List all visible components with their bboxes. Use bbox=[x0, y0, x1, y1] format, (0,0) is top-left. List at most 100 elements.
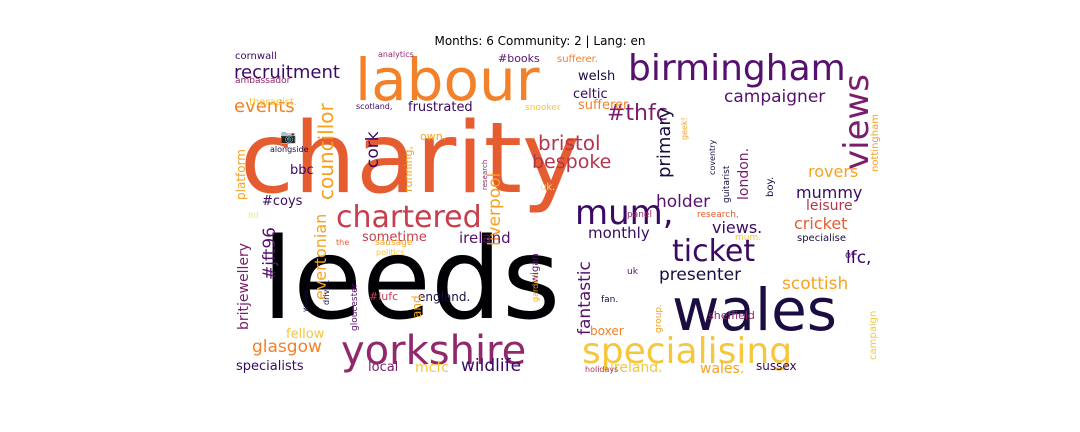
cloud-word-campaigner: campaigner bbox=[724, 87, 825, 107]
cloud-word-holder: holder bbox=[656, 192, 710, 212]
cloud-word-therapist: therapist. bbox=[249, 97, 297, 108]
cloud-word-cornwall: cornwall bbox=[235, 51, 277, 62]
cloud-word-gloucester: gloucester bbox=[350, 283, 360, 331]
cloud-word-welsh: welsh bbox=[578, 69, 615, 84]
cloud-word-geek: geek! bbox=[680, 117, 689, 140]
cloud-word-labour: labour bbox=[355, 46, 540, 114]
cloud-word-own: own. bbox=[420, 130, 446, 143]
cloud-word-cricket: cricket bbox=[794, 214, 847, 233]
cloud-word-sheffield: sheffield bbox=[708, 309, 755, 322]
cloud-word-wildlife: wildlife bbox=[461, 356, 521, 376]
cloud-word-running: running, bbox=[402, 146, 415, 192]
cloud-word-mummy: mummy bbox=[796, 183, 862, 202]
cloud-word-sometime: sometime bbox=[362, 230, 427, 245]
cloud-word-sufferer: sufferer. bbox=[557, 54, 598, 65]
cloud-word-scottish: scottish bbox=[782, 274, 848, 294]
cloud-word-sussex: sussex bbox=[756, 359, 797, 373]
cloud-word-campaign: campaign bbox=[868, 311, 879, 360]
cloud-word-wales: wales bbox=[672, 276, 837, 344]
cloud-word-monthly: monthly bbox=[588, 224, 650, 242]
cloud-word-books: #books bbox=[498, 52, 540, 65]
cloud-word-mum: mum. bbox=[735, 233, 761, 243]
cloud-word-glasgow: glasgow bbox=[252, 337, 322, 357]
cloud-word-cork: cork bbox=[363, 131, 383, 168]
cloud-word-ticket: ticket bbox=[672, 234, 755, 269]
cloud-word-thfc: #thfc bbox=[607, 101, 668, 126]
cloud-word-symbol: 📷 bbox=[280, 130, 296, 145]
cloud-word-nottingham: nottingham bbox=[870, 114, 881, 172]
cloud-word-of: of bbox=[845, 250, 855, 261]
cloud-word-scotland: scotland, bbox=[356, 102, 392, 111]
cloud-word-england: england. bbox=[418, 290, 470, 304]
cloud-word-presenter: presenter bbox=[659, 265, 741, 285]
cloud-word-uk: uk bbox=[627, 267, 639, 277]
cloud-word-specialists: specialists bbox=[236, 359, 304, 374]
cloud-word-bbc: bbc bbox=[290, 163, 314, 178]
cloud-word-primary: primary bbox=[654, 107, 675, 178]
cloud-word-recruitment: recruitment bbox=[234, 62, 340, 83]
cloud-word-garden: garden. bbox=[531, 271, 540, 302]
cloud-word-mum: mum, bbox=[575, 193, 674, 233]
cloud-word-leisure: leisure bbox=[806, 198, 853, 214]
cloud-word-politics: politics bbox=[376, 248, 404, 257]
cloud-word-research: research, bbox=[697, 210, 739, 220]
cloud-word-and: and bbox=[410, 295, 424, 318]
cloud-word-research: research bbox=[481, 160, 489, 190]
cloud-word-yorkshire: yorkshire bbox=[341, 328, 526, 374]
cloud-word-analytics: analytics bbox=[378, 50, 414, 59]
cloud-word-charity: charity bbox=[240, 102, 580, 216]
cloud-word-chartered: chartered bbox=[336, 200, 482, 235]
cloud-word-britjewellery: britjewellery bbox=[236, 243, 252, 330]
cloud-word-snooker: snooker bbox=[525, 103, 561, 113]
cloud-word-coventry: coventry bbox=[708, 140, 717, 175]
cloud-word-jft96: #jft96 bbox=[260, 227, 280, 280]
cloud-word-rovers: rovers bbox=[808, 162, 858, 181]
cloud-word-panel: panel bbox=[627, 210, 652, 220]
cloud-word-events: events bbox=[234, 96, 295, 117]
cloud-word-leeds: leeds bbox=[262, 215, 560, 345]
cloud-word-lfc: lfc, bbox=[846, 248, 871, 268]
cloud-word-celtic: celtic bbox=[573, 87, 608, 102]
cloud-word-specialising: specialising bbox=[582, 331, 792, 372]
cloud-word-mcfc: mcfc bbox=[415, 360, 449, 376]
cloud-word-the: the bbox=[336, 238, 349, 247]
cloud-word-local: local bbox=[368, 360, 398, 375]
cloud-word-fellow: fellow bbox=[286, 327, 325, 342]
cloud-word-sausage: sausage bbox=[375, 238, 413, 248]
cloud-word-councillor: councillor bbox=[314, 103, 338, 200]
cloud-word-boxer: boxer bbox=[590, 324, 624, 338]
cloud-word-fan: fan. bbox=[601, 295, 618, 305]
cloud-word-evertonian: evertonian bbox=[311, 214, 330, 300]
cloud-word-birmingham: birmingham bbox=[628, 48, 846, 89]
cloud-word-views: views bbox=[837, 74, 877, 170]
cloud-word-platform: platform bbox=[234, 149, 248, 200]
cloud-word-group: group. bbox=[654, 304, 664, 333]
cloud-word-driver: driver. bbox=[322, 280, 331, 305]
cloud-word-holidays: holidays bbox=[585, 365, 618, 374]
cloud-word-uk: uk. bbox=[540, 182, 555, 193]
cloud-word-wigan: wigan bbox=[530, 253, 541, 283]
figure-title: Months: 6 Community: 2 | Lang: en bbox=[434, 34, 646, 48]
cloud-word-fantastic: fantastic bbox=[575, 261, 595, 335]
cloud-word-liverpool: liverpool bbox=[485, 173, 505, 246]
cloud-word-specialise: specialise bbox=[797, 233, 846, 244]
cloud-word-ireland: ireland. bbox=[610, 360, 663, 376]
cloud-word-alongside: alongside bbox=[270, 145, 309, 154]
cloud-word-frustrated: frustrated bbox=[408, 100, 473, 115]
cloud-word-guitarist: guitarist bbox=[722, 165, 732, 203]
cloud-word-views: views. bbox=[712, 218, 762, 237]
cloud-word-ltd: ltd bbox=[248, 211, 258, 220]
cloud-word-ambassador: ambassador bbox=[235, 76, 291, 86]
cloud-word-lufc: #lufc bbox=[369, 290, 398, 303]
cloud-word-coys: #coys bbox=[262, 194, 303, 209]
cloud-word-bespoke: bespoke bbox=[532, 151, 611, 173]
cloud-word-wales: wales. bbox=[301, 287, 310, 312]
cloud-word-ireland: ireland bbox=[459, 229, 511, 247]
cloud-word-sufferer: sufferer bbox=[578, 98, 629, 113]
cloud-word-wales: wales. bbox=[700, 361, 744, 377]
cloud-word-london: london. bbox=[736, 148, 752, 200]
cloud-word-bristol: bristol bbox=[538, 131, 601, 155]
cloud-word-boy: boy. bbox=[765, 177, 776, 197]
